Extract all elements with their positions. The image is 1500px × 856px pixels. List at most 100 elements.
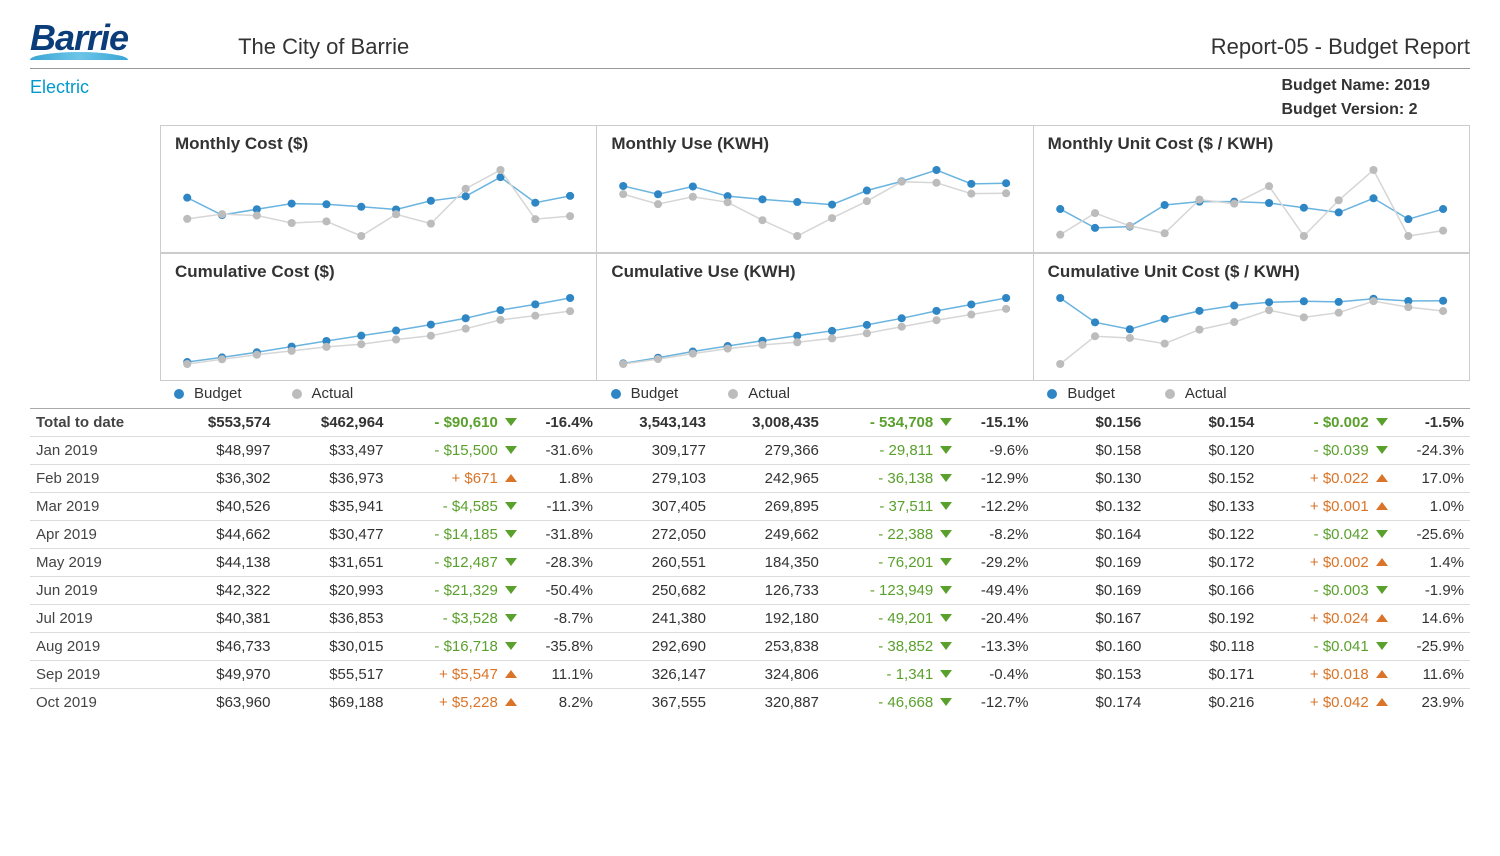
charts-monthly-row: Monthly Cost ($) Monthly Use (KWH) Month… [30, 125, 1470, 253]
sparkline-cumulative-use [611, 286, 1018, 376]
table-row: Jan 2019$48,997$33,497- $15,500 -31.6%30… [30, 437, 1470, 465]
budget-name-line: Budget Name: 2019 [1282, 77, 1431, 95]
legend-budget-dot-icon [174, 389, 184, 399]
logo: Barrie [30, 20, 128, 60]
table-cell: - $14,185 [389, 521, 523, 549]
table-cell: Feb 2019 [30, 465, 164, 493]
table-cell: -8.2% [958, 521, 1034, 549]
table-cell: $30,477 [276, 521, 389, 549]
table-cell: 14.6% [1394, 605, 1470, 633]
arrow-down-icon [940, 446, 952, 454]
table-cell: $0.192 [1147, 605, 1260, 633]
section-label: Electric [30, 77, 160, 125]
table-cell: - $0.042 [1260, 521, 1394, 549]
arrow-down-icon [940, 586, 952, 594]
table-cell: + $0.001 [1260, 493, 1394, 521]
table-cell: -25.9% [1394, 633, 1470, 661]
table-cell: - $0.039 [1260, 437, 1394, 465]
table-cell: + $5,547 [389, 661, 523, 689]
table-cell: -9.6% [958, 437, 1034, 465]
arrow-down-icon [940, 530, 952, 538]
table-cell: 324,806 [712, 661, 825, 689]
table-cell: -28.3% [523, 549, 599, 577]
sparkline-cumulative-cost [175, 286, 582, 376]
table-cell: -12.2% [958, 493, 1034, 521]
table-cell: Total to date [30, 409, 164, 437]
table-cell: Mar 2019 [30, 493, 164, 521]
arrow-down-icon [1376, 586, 1388, 594]
table-cell: $42,322 [164, 577, 277, 605]
table-cell: -16.4% [523, 409, 599, 437]
table-cell: 192,180 [712, 605, 825, 633]
table-row: Mar 2019$40,526$35,941- $4,585 -11.3%307… [30, 493, 1470, 521]
arrow-down-icon [940, 670, 952, 678]
table-cell: 253,838 [712, 633, 825, 661]
table-cell: $20,993 [276, 577, 389, 605]
table-cell: - 37,511 [825, 493, 959, 521]
arrow-up-icon [1376, 698, 1388, 706]
arrow-down-icon [940, 558, 952, 566]
table-cell: - 29,811 [825, 437, 959, 465]
arrow-down-icon [505, 502, 517, 510]
table-cell: 367,555 [599, 689, 712, 717]
table-cell: -49.4% [958, 577, 1034, 605]
table-cell: $36,973 [276, 465, 389, 493]
table-cell: $48,997 [164, 437, 277, 465]
table-cell: 126,733 [712, 577, 825, 605]
report-header: Barrie The City of Barrie Report-05 - Bu… [30, 20, 1470, 69]
legend-budget-label: Budget [1067, 385, 1115, 402]
table-cell: $49,970 [164, 661, 277, 689]
table-cell: $55,517 [276, 661, 389, 689]
chart-monthly-use: Monthly Use (KWH) [596, 125, 1033, 253]
table-cell: - $0.041 [1260, 633, 1394, 661]
sparkline-monthly-use [611, 158, 1018, 248]
table-cell: $0.118 [1147, 633, 1260, 661]
arrow-up-icon [505, 670, 517, 678]
table-cell: $40,381 [164, 605, 277, 633]
table-cell: -1.5% [1394, 409, 1470, 437]
org-subtitle: The City of Barrie [238, 34, 1211, 60]
legend-row: Budget Actual Budget Actual Budget Actua… [30, 385, 1470, 402]
arrow-down-icon [505, 614, 517, 622]
sparkline-monthly-unit [1048, 158, 1455, 248]
table-cell: - 46,668 [825, 689, 959, 717]
table-cell: - $3,528 [389, 605, 523, 633]
table-row: Jul 2019$40,381$36,853- $3,528 -8.7%241,… [30, 605, 1470, 633]
chart-title: Cumulative Unit Cost ($ / KWH) [1048, 262, 1455, 282]
table-cell: -13.3% [958, 633, 1034, 661]
table-cell: 184,350 [712, 549, 825, 577]
table-cell: -20.4% [958, 605, 1034, 633]
arrow-up-icon [1376, 670, 1388, 678]
legend-actual-label: Actual [748, 385, 790, 402]
table-cell: + $0.042 [1260, 689, 1394, 717]
arrow-down-icon [505, 642, 517, 650]
table-cell: $63,960 [164, 689, 277, 717]
sparkline-monthly-cost [175, 158, 582, 248]
arrow-down-icon [1376, 530, 1388, 538]
arrow-up-icon [1376, 614, 1388, 622]
budget-version-line: Budget Version: 2 [1282, 101, 1431, 119]
table-cell: $0.171 [1147, 661, 1260, 689]
table-row: Total to date$553,574$462,964- $90,610 -… [30, 409, 1470, 437]
meta-row: Electric Budget Name: 2019 Budget Versio… [30, 77, 1470, 125]
table-cell: 11.6% [1394, 661, 1470, 689]
arrow-down-icon [1376, 446, 1388, 454]
legend-cost: Budget Actual [160, 385, 597, 402]
chart-title: Monthly Cost ($) [175, 134, 582, 154]
table-cell: -35.8% [523, 633, 599, 661]
table-cell: 269,895 [712, 493, 825, 521]
table-cell: -24.3% [1394, 437, 1470, 465]
arrow-down-icon [940, 642, 952, 650]
table-cell: $0.216 [1147, 689, 1260, 717]
table-cell: $0.130 [1034, 465, 1147, 493]
table-cell: $0.153 [1034, 661, 1147, 689]
arrow-down-icon [505, 446, 517, 454]
table-row: May 2019$44,138$31,651- $12,487 -28.3%26… [30, 549, 1470, 577]
table-cell: -8.7% [523, 605, 599, 633]
table-cell: -0.4% [958, 661, 1034, 689]
table-cell: - $16,718 [389, 633, 523, 661]
table-cell: $0.169 [1034, 549, 1147, 577]
table-cell: $0.120 [1147, 437, 1260, 465]
table-cell: 279,103 [599, 465, 712, 493]
table-cell: - 38,852 [825, 633, 959, 661]
